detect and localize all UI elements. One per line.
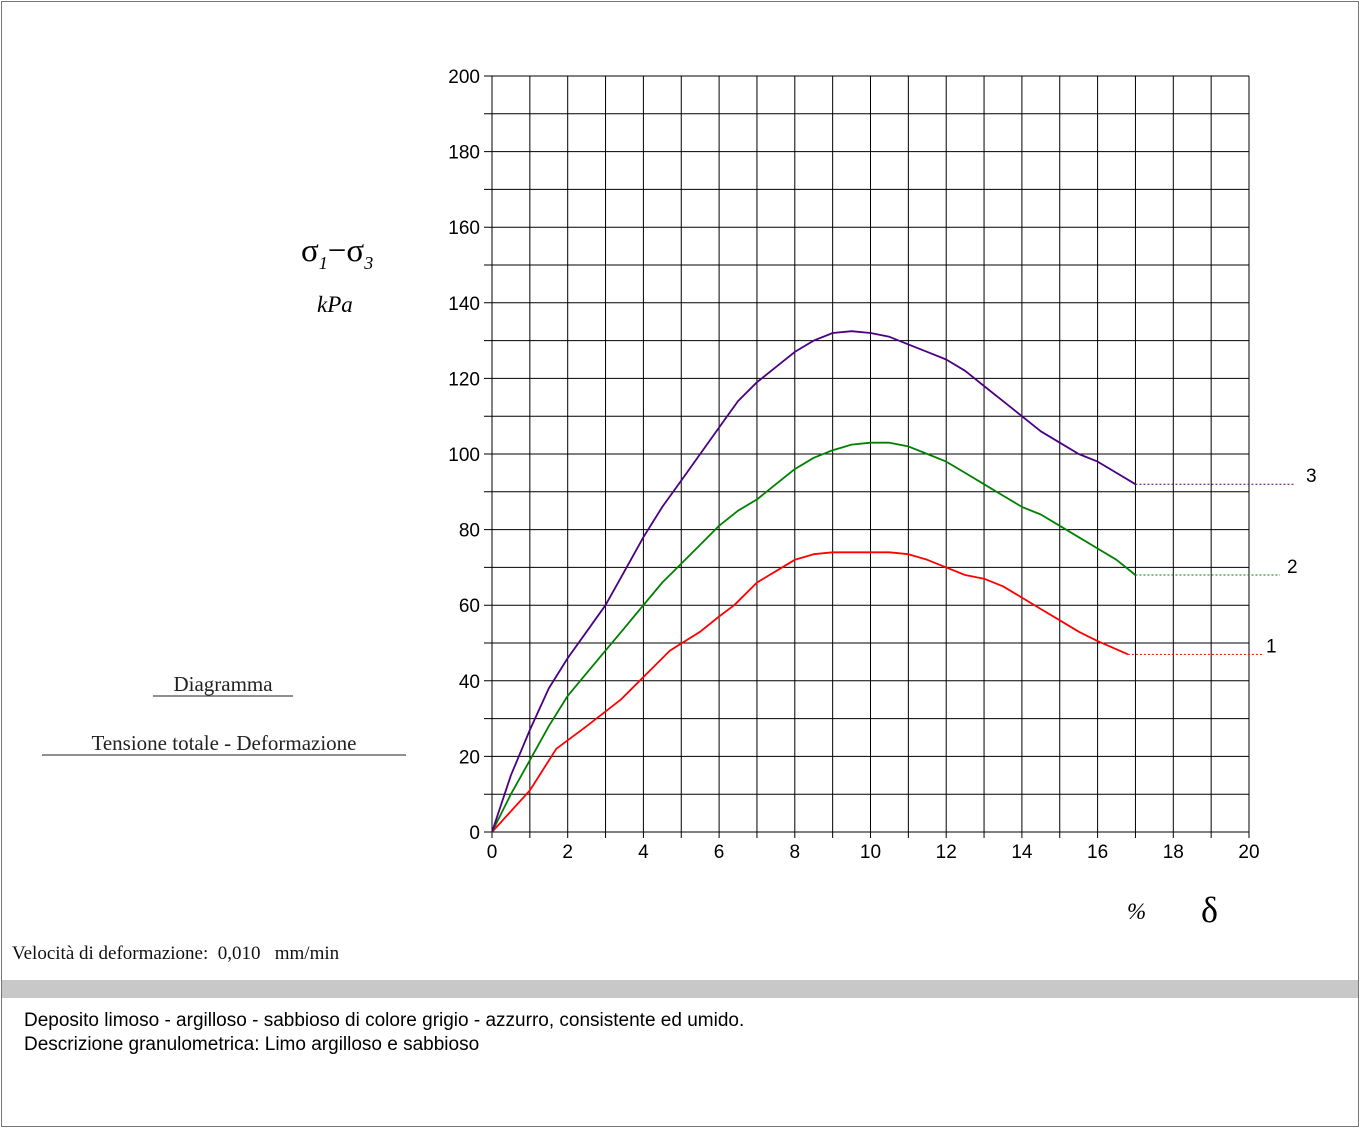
x-tick-labels: 0 2 4 6 8 10 12 14 16 18 20 [487, 842, 1260, 863]
x-tick-label: 16 [1087, 842, 1108, 863]
x-tick-label: 2 [562, 842, 573, 863]
deformation-speed: Velocità di deformazione: 0,010 mm/min [12, 943, 340, 964]
y-tick-label: 100 [448, 445, 480, 466]
soil-description: Deposito limoso - argilloso - sabbioso d… [24, 1010, 745, 1031]
series-label-3: 3 [1306, 466, 1317, 487]
x-tick-label: 12 [936, 842, 957, 863]
x-tick-label: 14 [1011, 842, 1033, 863]
y-tick-label: 80 [459, 521, 480, 542]
section-separator [2, 980, 1358, 998]
y-tick-label: 140 [448, 294, 480, 315]
x-tick-label: 4 [638, 842, 649, 863]
x-tick-label: 18 [1163, 842, 1184, 863]
y-tick-label: 120 [448, 369, 480, 390]
series-line-2 [491, 441, 1136, 833]
series-line-1 [491, 551, 1129, 833]
x-tick-label: 8 [790, 842, 801, 863]
series-label-1: 1 [1266, 636, 1277, 657]
y-tick-label: 60 [459, 596, 480, 617]
y-tick-label: 20 [459, 747, 480, 768]
series-line-3 [491, 330, 1136, 833]
y-tick-label: 40 [459, 672, 480, 693]
x-tick-label: 0 [487, 842, 498, 863]
y-tick-label: 0 [469, 823, 480, 844]
grain-size-description: Descrizione granulometrica: Limo argillo… [24, 1034, 480, 1055]
y-axis-unit: kPa [317, 292, 353, 317]
x-tick-label: 6 [714, 842, 725, 863]
x-tick-label: 10 [860, 842, 881, 863]
y-tick-labels: 0 20 40 60 80 100 120 140 160 180 200 [448, 67, 480, 844]
x-tick-label: 20 [1238, 842, 1259, 863]
caption-subtitle: Tensione totale - Deformazione [91, 731, 356, 755]
chart-grid [484, 75, 1250, 838]
y-tick-label: 160 [448, 218, 480, 239]
series-label-2: 2 [1287, 557, 1298, 578]
y-tick-label: 180 [448, 143, 480, 164]
chart-caption: Diagramma Tensione totale - Deformazione [42, 672, 406, 756]
y-axis-label-main: σ1−σ3 [301, 233, 373, 273]
x-axis-symbol: δ [1201, 890, 1218, 930]
series-labels: 1 2 3 [1266, 466, 1317, 657]
y-axis-label: σ1−σ3 kPa [301, 233, 373, 317]
series-layer [491, 330, 1295, 833]
y-tick-label: 200 [448, 67, 480, 88]
x-axis-unit: % [1127, 899, 1146, 924]
x-axis-label: % δ [1127, 890, 1218, 930]
caption-title: Diagramma [173, 672, 273, 696]
